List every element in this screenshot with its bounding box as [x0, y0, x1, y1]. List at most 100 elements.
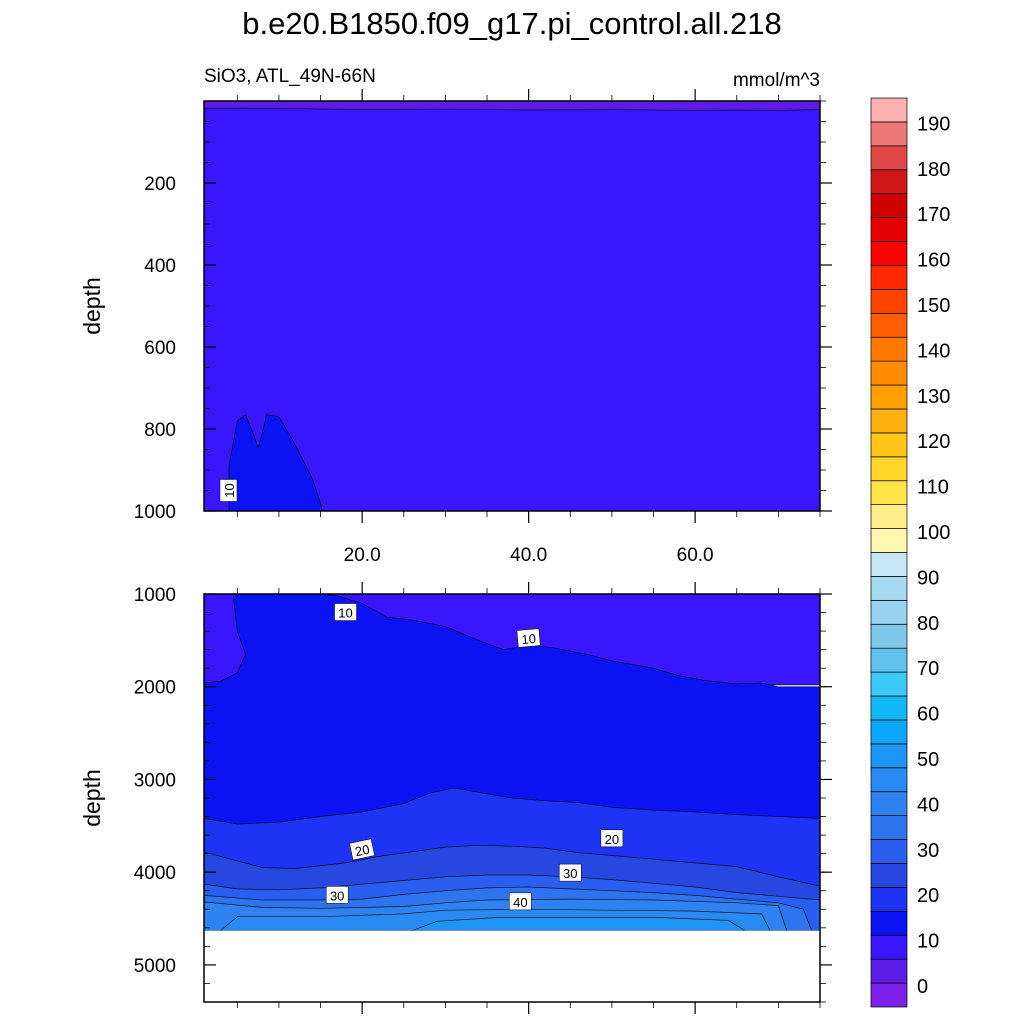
colorbar-box	[870, 839, 908, 864]
lower-ytick-label: 1000	[134, 585, 176, 606]
colorbar-box	[870, 456, 908, 482]
colorbar-label: 170	[917, 204, 950, 226]
lower-contour-label: 10	[334, 603, 357, 621]
colorbar-box	[870, 958, 908, 984]
svg-text:20: 20	[354, 842, 371, 860]
svg-text:10: 10	[521, 631, 537, 647]
upper-ylabel: depth	[79, 277, 105, 335]
upper-contour-label: 10	[219, 479, 238, 502]
colorbar-box	[870, 599, 908, 625]
svg-text:20: 20	[605, 832, 619, 847]
colorbar-label: 100	[917, 522, 950, 544]
colorbar-box	[870, 528, 908, 553]
colorbar-label: 80	[917, 613, 939, 635]
lower-contour-label: 40	[509, 892, 532, 911]
colorbar-box	[870, 360, 908, 386]
colorbar-label: 160	[917, 250, 950, 272]
colorbar-label: 30	[917, 840, 939, 862]
upper-xtick-label: 60.0	[677, 545, 714, 566]
colorbar-label: 190	[917, 113, 950, 135]
colorbar-box	[870, 480, 908, 506]
colorbar-box	[870, 504, 908, 529]
colorbar-label: 70	[917, 658, 939, 680]
colorbar-label: 40	[917, 794, 939, 816]
colorbar-box	[870, 217, 908, 242]
lower-ytick-label: 2000	[134, 678, 176, 699]
lower-ylabel: depth	[79, 769, 105, 827]
svg-text:10: 10	[338, 606, 352, 621]
lower-contour-label: 30	[325, 886, 349, 904]
upper-contour-region-0-5	[204, 101, 820, 111]
colorbar-box	[870, 743, 908, 769]
colorbar-label: 10	[917, 931, 939, 953]
right-subtitle: mmol/m^3	[733, 70, 820, 91]
colorbar-box	[870, 432, 908, 458]
upper-ytick-label: 600	[144, 338, 176, 359]
lower-contour-region-45-50	[411, 917, 747, 931]
colorbar-box	[870, 982, 908, 1008]
missing-data-area	[204, 930, 820, 1002]
upper-contour-region-10-15	[228, 414, 323, 511]
upper-xtick-label: 20.0	[344, 545, 381, 566]
upper-ytick-label: 400	[144, 256, 176, 277]
colorbar: 0 10 20 30 40 50 60 70 80 90 100 110 120 130 140 150 160…	[870, 97, 950, 1008]
svg-text:40: 40	[513, 895, 527, 910]
colorbar-box	[870, 145, 908, 171]
colorbar-box	[870, 97, 908, 123]
colorbar-box	[870, 863, 908, 888]
colorbar-box	[870, 623, 908, 649]
colorbar-label: 140	[917, 340, 950, 362]
colorbar-label: 90	[917, 567, 939, 589]
figure-title: b.e20.B1850.f09_g17.pi_control.all.218	[242, 6, 782, 41]
upper-contour-panel: 200 400 600 800 1000 20.0 40.0 60.0 depth 10	[79, 89, 832, 566]
colorbar-box	[870, 887, 908, 912]
colorbar-label: 60	[917, 704, 939, 726]
colorbar-box	[870, 695, 908, 721]
upper-ytick-label: 1000	[134, 502, 176, 523]
colorbar-box	[870, 719, 908, 745]
colorbar-box	[870, 408, 908, 434]
colorbar-label: 120	[917, 431, 950, 453]
svg-text:10: 10	[222, 483, 237, 497]
lower-contour-label: 20	[349, 838, 375, 861]
svg-text:30: 30	[330, 888, 344, 903]
colorbar-label: 150	[917, 295, 950, 317]
colorbar-box	[870, 671, 908, 697]
colorbar-box	[870, 336, 908, 362]
colorbar-box	[870, 384, 908, 410]
colorbar-box	[870, 934, 908, 960]
colorbar-box	[870, 576, 908, 601]
colorbar-label: 0	[917, 976, 928, 998]
lower-ytick-label: 4000	[134, 863, 176, 884]
colorbar-label: 110	[917, 477, 949, 499]
colorbar-box	[870, 910, 908, 936]
colorbar-box	[870, 647, 908, 673]
svg-text:30: 30	[563, 866, 577, 881]
lower-ytick-label: 5000	[134, 956, 176, 977]
colorbar-box	[870, 193, 908, 218]
colorbar-box	[870, 241, 908, 266]
left-subtitle: SiO3, ATL_49N-66N	[204, 66, 376, 87]
colorbar-box	[870, 265, 908, 290]
colorbar-box	[870, 169, 908, 195]
colorbar-box	[870, 767, 908, 793]
colorbar-box	[870, 312, 908, 338]
lower-ytick-label: 3000	[134, 770, 176, 791]
lower-contour-label: 10	[516, 628, 541, 648]
lower-contour-label: 30	[559, 863, 582, 882]
colorbar-box	[870, 289, 908, 314]
upper-ytick-label: 200	[144, 174, 176, 195]
colorbar-label: 50	[917, 749, 939, 771]
upper-xtick-label: 40.0	[510, 545, 547, 566]
colorbar-box	[870, 121, 908, 147]
upper-ytick-label: 800	[144, 420, 176, 441]
colorbar-box	[870, 791, 908, 816]
colorbar-box	[870, 552, 908, 577]
lower-contour-label: 20	[600, 829, 624, 848]
colorbar-box	[870, 815, 908, 840]
lower-contour-panel: 1000 2000 3000 4000 5000 depth 10 10 20 20 30 30 40	[79, 582, 832, 1014]
colorbar-label: 20	[917, 885, 939, 907]
colorbar-label: 130	[917, 386, 950, 408]
colorbar-label: 180	[917, 159, 950, 181]
